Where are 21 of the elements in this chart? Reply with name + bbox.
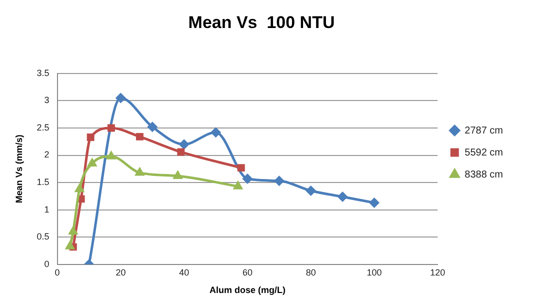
y-tick-label: 2 [44,150,50,160]
y-tick-label: 0 [44,258,50,269]
y-tick-label: 1.5 [36,177,50,188]
x-tick-label: 120 [430,267,446,278]
chart-title: Mean Vs 100 NTU [188,12,335,32]
legend-label: 2787 cm [464,125,504,136]
x-tick-label: 100 [366,267,382,278]
y-tick-label: 2.5 [36,122,50,132]
x-tick-label: 80 [306,267,316,278]
legend-label: 8388 cm [464,169,504,180]
x-axis-title: Alum dose (mg/L) [209,285,286,296]
y-tick-label: 3 [44,95,50,106]
y-tick-label: 1 [44,204,50,214]
x-tick-label: 60 [242,267,252,278]
y-tick-label: 0.5 [36,232,50,242]
x-tick-label: 40 [179,267,190,278]
y-tick-label: 3.5 [36,68,50,78]
x-tick-label: 0 [54,267,60,278]
y-axis-title: Mean Vs (mm/s) [14,134,24,204]
x-tick-label: 20 [116,267,126,278]
legend-label: 5592 cm [464,147,504,158]
